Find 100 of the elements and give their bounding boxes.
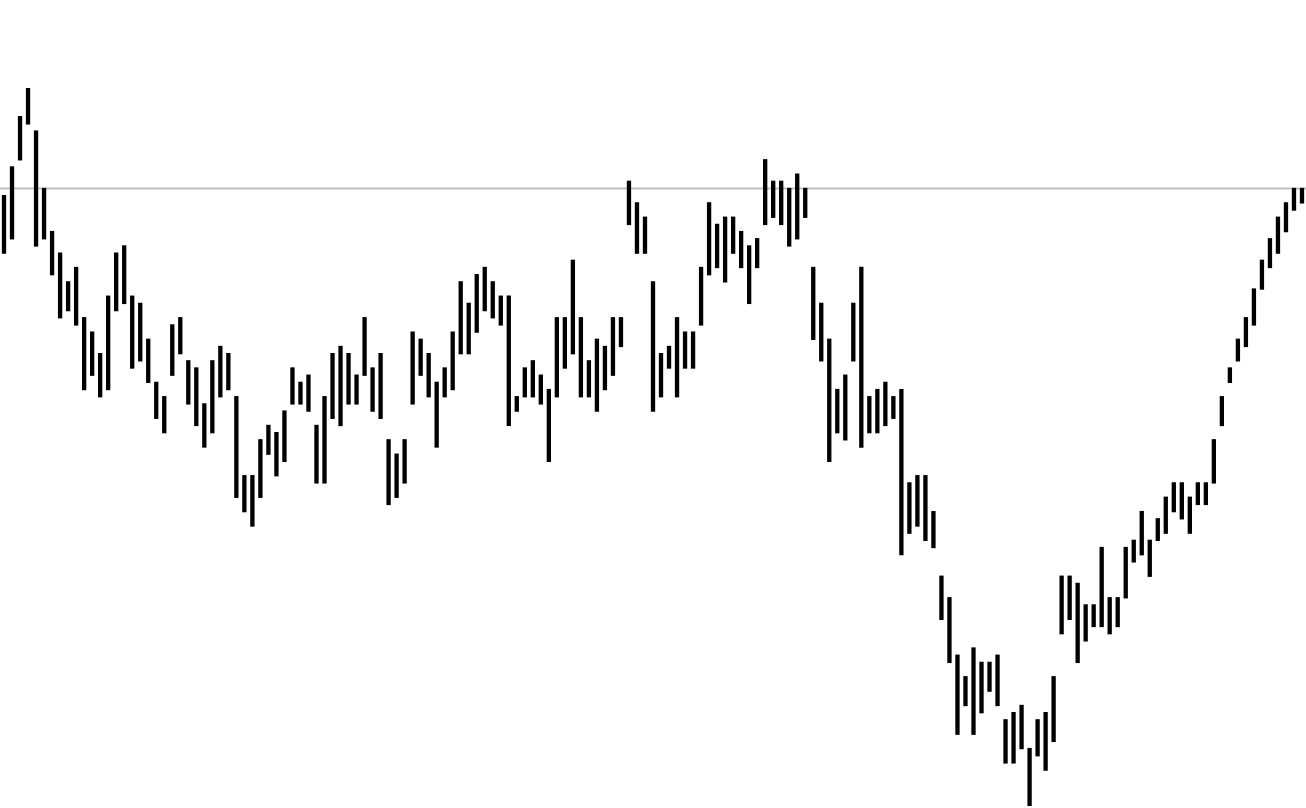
candlestick (1139, 510, 1144, 556)
candlestick (130, 295, 135, 369)
candlestick (698, 266, 704, 326)
candlestick (1211, 439, 1217, 484)
candlestick (226, 353, 231, 391)
candlestick (89, 331, 95, 376)
candlestick (506, 295, 511, 427)
candlestick (9, 166, 15, 240)
candlestick (498, 295, 503, 326)
candlestick (1155, 518, 1160, 541)
candlestick (690, 331, 696, 369)
candlestick (386, 439, 391, 506)
candlestick (186, 360, 191, 405)
candlestick (1195, 482, 1200, 506)
candlestick (1235, 338, 1241, 362)
candlestick (1179, 482, 1184, 520)
candlestick (1099, 546, 1104, 628)
candlestick (65, 281, 71, 312)
candlestick (1, 195, 7, 254)
candlestick (546, 388, 551, 463)
candlestick (154, 381, 159, 419)
candlestick (650, 281, 656, 412)
candlestick (570, 259, 576, 355)
candlestick (114, 252, 119, 312)
candlestick (178, 317, 183, 355)
candlestick (835, 388, 840, 434)
candlestick (450, 331, 455, 391)
candlestick (642, 216, 648, 254)
candlestick (33, 130, 39, 247)
candlestick (410, 331, 415, 405)
candlestick (803, 187, 808, 218)
candlestick (49, 230, 55, 276)
candlestick (17, 116, 23, 161)
candlestick (763, 159, 768, 226)
candlestick (514, 396, 519, 412)
candlestick (811, 266, 816, 340)
candlestick (1267, 238, 1273, 269)
candlestick (162, 396, 167, 434)
candlestick (594, 338, 600, 412)
candlestick (538, 374, 543, 405)
candlestick (1091, 604, 1096, 628)
candlestick (474, 274, 479, 333)
candlestick (586, 360, 592, 398)
candlestick (1187, 496, 1192, 534)
candlestick (1243, 317, 1249, 348)
candlestick (338, 345, 343, 427)
candlestick (1123, 546, 1128, 599)
candlestick (771, 180, 776, 218)
candlestick (41, 187, 47, 240)
candlestick (73, 266, 79, 326)
candlestick (722, 216, 728, 283)
candlestick (658, 353, 664, 398)
candlestick (1115, 597, 1120, 628)
candlestick (1171, 482, 1176, 513)
candlestick (1147, 539, 1152, 577)
candlestick (971, 647, 976, 735)
candlestick (738, 230, 744, 269)
candlestick (378, 353, 383, 419)
candlestick (57, 252, 63, 319)
candlestick (194, 367, 199, 427)
candlestick (442, 367, 447, 398)
candlestick (578, 317, 584, 398)
candlestick (210, 360, 215, 434)
candlestick (1275, 216, 1281, 254)
candlestick (626, 180, 632, 226)
candlestick (1299, 187, 1305, 204)
candlestick (1203, 482, 1209, 506)
candlestick (666, 345, 672, 369)
candlestick (458, 281, 463, 355)
candlestick (746, 245, 752, 305)
candlestick (843, 374, 848, 441)
candlestick (1227, 367, 1233, 384)
candlestick (1131, 539, 1136, 563)
candlestick (827, 338, 832, 463)
candlestick (290, 367, 295, 405)
candlestick (819, 302, 824, 362)
candlestick (1291, 187, 1297, 211)
candlestick (1251, 288, 1257, 326)
candlestick (602, 345, 608, 391)
candlestick (81, 317, 87, 391)
candlestick (787, 187, 792, 247)
candlestick (97, 353, 103, 398)
candlestick (674, 317, 680, 398)
candlestick (851, 302, 856, 362)
candlestick (995, 654, 1000, 707)
candlestick (562, 317, 568, 369)
candlestick (146, 338, 151, 384)
candlestick (1163, 496, 1168, 534)
candlestick (1259, 259, 1265, 290)
candlestick (755, 238, 760, 269)
candlestick (618, 317, 624, 348)
candlestick (1011, 712, 1016, 764)
candlestick (138, 302, 143, 362)
candlestick (490, 281, 495, 319)
candlestick (1283, 202, 1289, 233)
candlestick (779, 180, 784, 226)
candlestick (867, 396, 872, 434)
candlestick (859, 266, 864, 448)
candlestick (1003, 719, 1008, 764)
candlestick (883, 381, 888, 427)
